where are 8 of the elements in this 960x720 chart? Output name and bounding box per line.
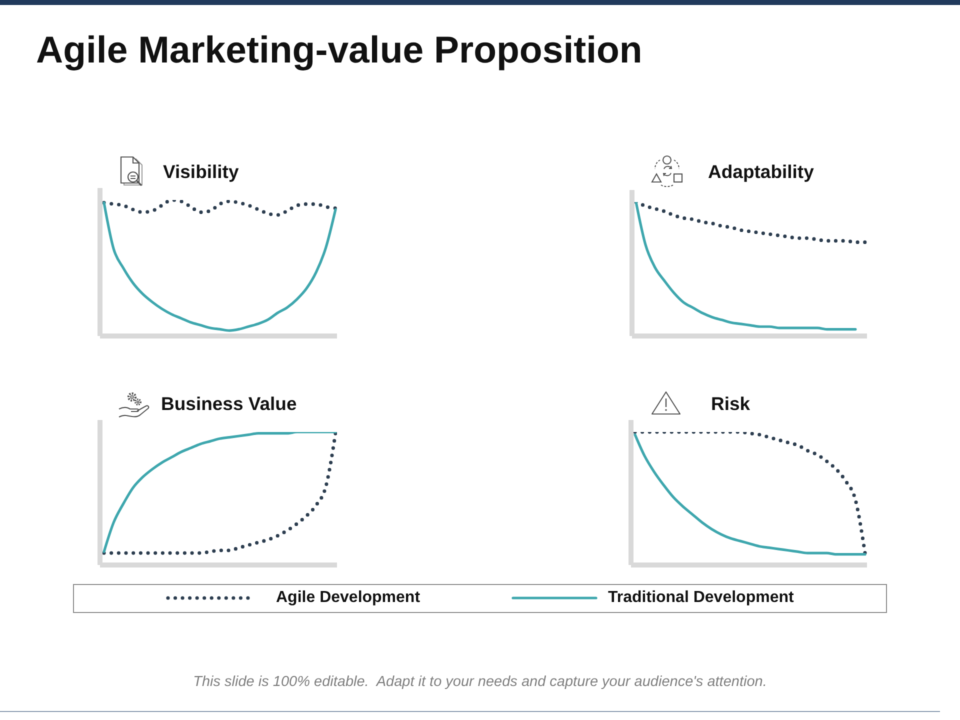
chart-title: Agile Marketing-value Proposition <box>36 28 642 70</box>
legend-label: Agile Development <box>276 589 420 606</box>
text: Traditional Development <box>608 589 794 606</box>
chart-subtitle: Business Value <box>161 393 297 414</box>
chart-subtitle: Adaptability <box>708 161 814 182</box>
chart-subtitle: Risk <box>711 393 750 414</box>
chart-subtitle: Visibility <box>163 161 239 182</box>
text: This slide is 100% editable. Adapt it to your needs and capture your audience's attention. <box>193 674 767 690</box>
